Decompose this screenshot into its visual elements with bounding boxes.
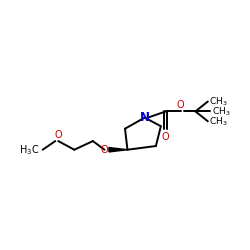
- Text: N: N: [140, 111, 150, 124]
- Text: O: O: [100, 145, 108, 155]
- Text: O: O: [177, 100, 184, 110]
- Text: CH$_3$: CH$_3$: [209, 95, 228, 108]
- Polygon shape: [109, 148, 128, 152]
- Text: O: O: [162, 132, 170, 142]
- Text: CH$_3$: CH$_3$: [212, 105, 230, 118]
- Text: H$_3$C: H$_3$C: [20, 143, 40, 156]
- Text: O: O: [54, 130, 62, 140]
- Text: CH$_3$: CH$_3$: [209, 115, 228, 128]
